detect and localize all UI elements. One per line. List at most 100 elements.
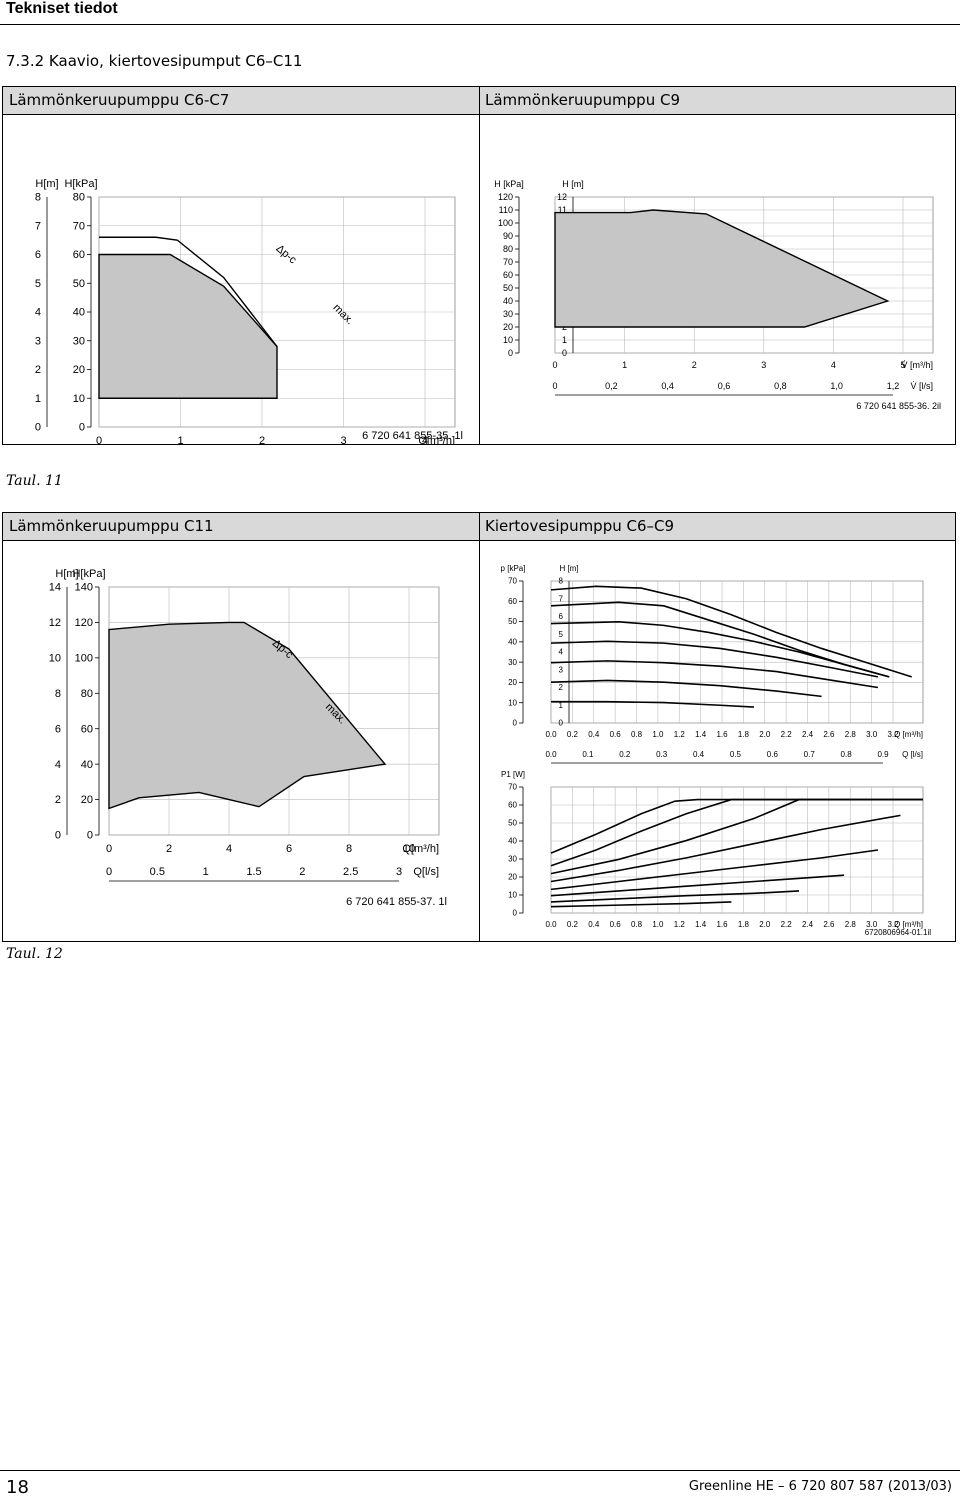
- x-tick-label: 1.6: [716, 730, 728, 739]
- series-line: [550, 814, 901, 883]
- x-tick-label: 0.6: [610, 730, 622, 739]
- x-tick-label: 3: [340, 435, 346, 445]
- page-number: 18: [6, 1477, 29, 1498]
- figure-code: 6 720 641 855-35. 1l: [362, 430, 463, 442]
- series-line: [550, 679, 822, 698]
- x-tick-label: 2.2: [781, 920, 793, 929]
- y-axis-label-primary: H[kPa]: [72, 568, 105, 580]
- y-tick-label: 20: [508, 678, 517, 687]
- y-tick-label: 20: [508, 873, 517, 882]
- x-tick-label-secondary: 3: [396, 866, 402, 878]
- y-tick-label-secondary: 3: [35, 335, 41, 347]
- x-tick-label: 1.0: [652, 920, 664, 929]
- x-tick-label: 2.8: [845, 730, 857, 739]
- x-tick-label: 1.4: [695, 920, 707, 929]
- x-tick-label: 6: [286, 843, 292, 855]
- x-tick-label-secondary: 0.8: [841, 750, 853, 759]
- x-axis-label-primary: Q[m³/h]: [418, 435, 455, 445]
- y-tick-label: 80: [503, 244, 513, 254]
- x-tick-label: 2.0: [759, 920, 771, 929]
- x-tick-label: 0.0: [545, 730, 557, 739]
- x-tick-label-secondary: 1.5: [246, 866, 261, 878]
- chart-circulation-power: 0 10 20 30 40 50 60 70 P1 [W] 0.0 0.2 0.4 0.6 0.8 1.0 1…: [501, 770, 931, 937]
- y-tick-label-secondary: 14: [49, 582, 61, 594]
- header-title: Tekniset tiedot: [6, 0, 118, 17]
- y-tick-label: 0: [87, 830, 93, 842]
- x-tick-label: 0.4: [588, 920, 600, 929]
- x-tick-label-secondary: 1,0: [830, 381, 843, 391]
- x-tick-label: 10: [403, 843, 415, 855]
- y-tick-label-secondary: 5: [559, 630, 564, 639]
- y-tick-label: 0: [513, 719, 518, 728]
- y-tick-label-secondary: 0: [562, 348, 567, 358]
- x-tick-label: 0.2: [567, 920, 579, 929]
- x-tick-label: 4: [226, 843, 232, 855]
- y-tick-label-secondary: 7: [35, 220, 41, 232]
- table-head-right: Kiertovesipumppu C6–C9: [485, 517, 675, 535]
- x-tick-label: 1: [177, 435, 183, 445]
- y-tick-label-secondary: 4: [35, 307, 41, 319]
- y-tick-label: 90: [503, 231, 513, 241]
- figure-code: 6 720 641 855-36. 2il: [856, 401, 941, 411]
- y-tick-label: 100: [75, 653, 93, 665]
- series-line: [550, 798, 923, 875]
- y-tick-label-secondary: 12: [49, 617, 61, 629]
- x-tick-label: 8: [346, 843, 352, 855]
- y-tick-label: 50: [73, 278, 85, 290]
- x-tick-label: 0.8: [631, 920, 643, 929]
- x-tick-label: 2.6: [823, 920, 835, 929]
- x-tick-label: 4: [831, 360, 836, 370]
- y-tick-label-secondary: 0: [55, 830, 61, 842]
- series-line: [550, 640, 879, 678]
- y-tick-label: 10: [508, 891, 517, 900]
- x-tick-label-secondary: 0: [106, 866, 112, 878]
- y-tick-label: 0: [513, 909, 518, 918]
- y-tick-label-secondary: 8: [35, 192, 41, 204]
- y-axis-label-primary: H [kPa]: [494, 179, 524, 189]
- series-line: [551, 700, 754, 708]
- y-tick-label-secondary: 2: [35, 364, 41, 376]
- x-tick-label-secondary: 2.5: [343, 866, 358, 878]
- x-tick-label: 2: [692, 360, 697, 370]
- x-tick-label: 0.8: [631, 730, 643, 739]
- y-tick-label: 30: [508, 855, 517, 864]
- x-tick-label-secondary: 0.9: [877, 750, 889, 759]
- y-axis-label-secondary: H [m]: [562, 179, 584, 189]
- x-tick-label-secondary: 0,4: [661, 381, 674, 391]
- y-tick-label-secondary: 7: [559, 594, 564, 603]
- x-tick-label-secondary: 0: [552, 381, 557, 391]
- x-tick-label: 0: [96, 435, 102, 445]
- y-tick-label: 60: [73, 249, 85, 261]
- y-tick-label: 60: [81, 723, 93, 735]
- x-axis-label-secondary: Q[l/s]: [413, 866, 439, 878]
- chart-c11: 020406080100120140H[kPa]02468101214H[m]0…: [49, 568, 447, 905]
- y-tick-label: 60: [503, 270, 513, 280]
- y-tick-label: 10: [503, 335, 513, 345]
- x-axis-label-secondary: Q [l/s]: [902, 750, 923, 759]
- document-id: Greenline HE – 6 720 807 587 (2013/03): [688, 1479, 952, 1494]
- annotation-dp-c: Δp-c: [274, 243, 299, 267]
- x-tick-label-secondary: 1: [203, 866, 209, 878]
- y-tick-label: 40: [508, 837, 517, 846]
- operating-region: [554, 209, 890, 328]
- x-tick-label: 2.0: [759, 730, 771, 739]
- y-tick-label-secondary: 0: [35, 422, 41, 434]
- x-tick-label-secondary: 0.0: [545, 750, 557, 759]
- y-tick-label-secondary: 10: [49, 653, 61, 665]
- y-axis-label-primary: P1 [W]: [501, 770, 525, 779]
- y-tick-label: 30: [503, 309, 513, 319]
- series-line: [550, 849, 879, 891]
- y-tick-label: 70: [508, 783, 517, 792]
- x-tick-label-secondary: 0.2: [619, 750, 631, 759]
- series-line: [550, 621, 890, 678]
- y-axis-label-secondary: H [m]: [559, 564, 578, 573]
- y-tick-label-secondary: 12: [557, 192, 567, 202]
- y-tick-label-secondary: 6: [559, 612, 564, 621]
- x-tick-label: 3.2: [887, 920, 899, 929]
- y-tick-label: 140: [75, 582, 93, 594]
- y-tick-label-secondary: 5: [35, 278, 41, 290]
- y-tick-label: 40: [81, 759, 93, 771]
- x-tick-label-secondary: 0.7: [804, 750, 816, 759]
- y-tick-label-secondary: 8: [55, 688, 61, 700]
- y-tick-label: 70: [73, 220, 85, 232]
